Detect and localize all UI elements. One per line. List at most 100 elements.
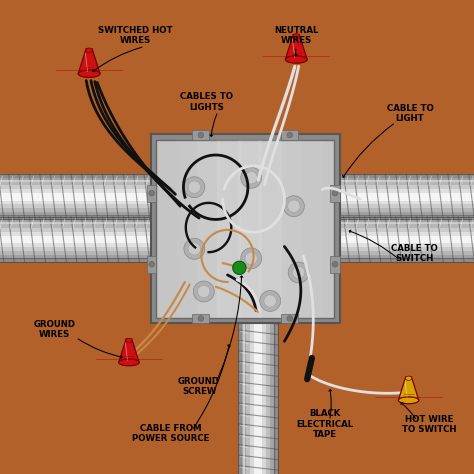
Circle shape bbox=[241, 248, 262, 269]
Circle shape bbox=[287, 132, 292, 138]
Text: GROUND
WIRES: GROUND WIRES bbox=[34, 320, 75, 339]
Bar bbox=[325, 185, 474, 189]
Bar bbox=[325, 251, 474, 255]
Bar bbox=[156, 140, 334, 318]
Bar bbox=[0, 212, 168, 216]
Bar bbox=[0, 224, 168, 228]
Bar bbox=[281, 314, 298, 323]
Bar bbox=[147, 255, 156, 273]
Bar bbox=[242, 310, 246, 474]
Ellipse shape bbox=[86, 48, 92, 53]
Bar bbox=[325, 232, 474, 236]
Circle shape bbox=[332, 190, 338, 196]
Polygon shape bbox=[398, 377, 419, 400]
Bar bbox=[325, 204, 474, 208]
Bar bbox=[250, 310, 255, 474]
Circle shape bbox=[260, 291, 281, 311]
Bar bbox=[325, 239, 474, 243]
Text: NEUTRAL
WIRES: NEUTRAL WIRES bbox=[274, 26, 319, 45]
Ellipse shape bbox=[398, 397, 419, 404]
Circle shape bbox=[283, 196, 304, 217]
Bar bbox=[151, 134, 340, 323]
Text: CABLE TO
LIGHT: CABLE TO LIGHT bbox=[387, 104, 433, 123]
Circle shape bbox=[188, 181, 201, 193]
Bar bbox=[325, 247, 474, 251]
Polygon shape bbox=[78, 49, 100, 74]
Bar bbox=[325, 208, 474, 212]
Bar bbox=[325, 216, 474, 219]
Bar bbox=[0, 216, 168, 219]
Bar bbox=[325, 258, 474, 262]
Bar bbox=[330, 255, 340, 273]
Circle shape bbox=[149, 190, 155, 196]
Text: CABLE FROM
POWER SOURCE: CABLE FROM POWER SOURCE bbox=[132, 424, 210, 443]
Bar bbox=[266, 310, 270, 474]
Bar bbox=[0, 220, 168, 224]
Text: HOT WIRE
TO SWITCH: HOT WIRE TO SWITCH bbox=[402, 415, 456, 434]
Bar bbox=[325, 197, 474, 201]
Circle shape bbox=[193, 281, 214, 302]
Bar bbox=[325, 212, 474, 216]
Bar bbox=[0, 239, 168, 243]
Bar bbox=[325, 255, 474, 258]
Circle shape bbox=[233, 261, 246, 274]
Bar bbox=[325, 217, 474, 220]
Bar bbox=[325, 182, 474, 185]
Text: SWITCHED HOT
WIRES: SWITCHED HOT WIRES bbox=[98, 26, 173, 45]
Bar bbox=[0, 251, 168, 255]
Bar bbox=[197, 140, 241, 318]
Circle shape bbox=[287, 316, 292, 321]
Bar bbox=[0, 174, 168, 178]
Bar bbox=[325, 243, 474, 247]
Ellipse shape bbox=[78, 70, 100, 77]
Bar bbox=[325, 174, 474, 178]
Bar bbox=[325, 228, 474, 232]
Circle shape bbox=[198, 316, 204, 321]
Bar bbox=[237, 140, 282, 318]
Bar bbox=[192, 314, 210, 323]
Bar bbox=[0, 258, 168, 262]
Bar bbox=[246, 310, 250, 474]
Bar bbox=[281, 130, 298, 140]
Text: CABLE TO
SWITCH: CABLE TO SWITCH bbox=[392, 244, 438, 263]
Bar bbox=[0, 217, 168, 220]
Circle shape bbox=[198, 285, 210, 298]
Bar bbox=[0, 232, 168, 236]
Bar bbox=[270, 310, 274, 474]
Bar bbox=[156, 140, 201, 318]
Bar bbox=[0, 201, 168, 204]
Ellipse shape bbox=[285, 56, 307, 63]
Bar bbox=[238, 310, 242, 474]
Circle shape bbox=[245, 172, 257, 184]
Circle shape bbox=[288, 262, 309, 283]
Bar bbox=[258, 140, 302, 318]
Bar bbox=[299, 140, 343, 318]
Ellipse shape bbox=[126, 338, 132, 342]
Bar bbox=[192, 130, 210, 140]
Polygon shape bbox=[285, 35, 307, 60]
Bar bbox=[325, 220, 474, 224]
Circle shape bbox=[184, 177, 205, 198]
Circle shape bbox=[184, 238, 205, 259]
Bar bbox=[325, 201, 474, 204]
Bar bbox=[325, 236, 474, 239]
Bar bbox=[218, 140, 262, 318]
Bar bbox=[147, 185, 156, 202]
Bar bbox=[0, 178, 168, 182]
Bar bbox=[0, 185, 168, 189]
Circle shape bbox=[332, 261, 338, 267]
Circle shape bbox=[292, 266, 305, 279]
Bar bbox=[262, 310, 266, 474]
Bar bbox=[177, 140, 221, 318]
Circle shape bbox=[264, 295, 276, 307]
Bar bbox=[0, 204, 168, 208]
Circle shape bbox=[188, 243, 201, 255]
Bar bbox=[325, 193, 474, 197]
Text: GROUND
SCREW: GROUND SCREW bbox=[178, 377, 220, 396]
Bar bbox=[0, 189, 168, 193]
Bar bbox=[274, 310, 278, 474]
Bar bbox=[0, 182, 168, 185]
Ellipse shape bbox=[118, 359, 139, 366]
Bar bbox=[0, 193, 168, 197]
Bar bbox=[0, 255, 168, 258]
